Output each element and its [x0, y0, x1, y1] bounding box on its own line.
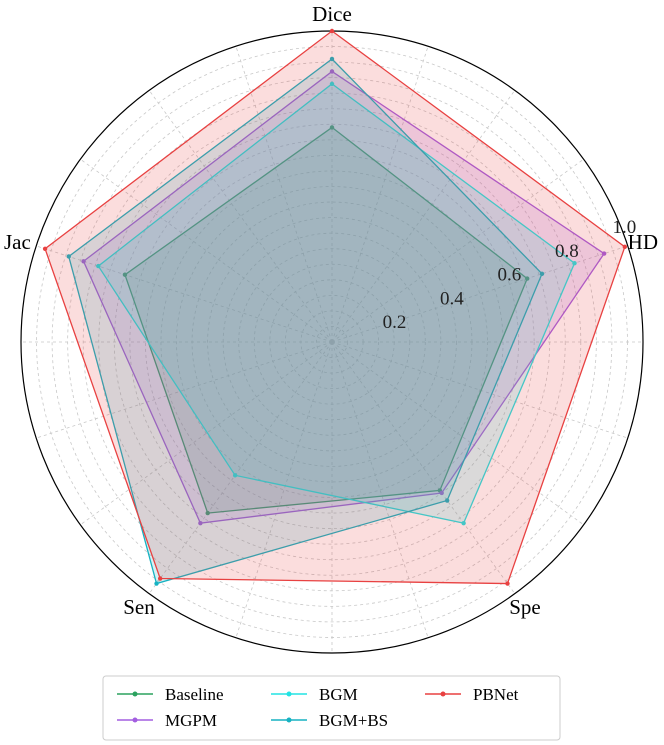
legend-marker-bgm-bs	[286, 717, 292, 723]
data-point-pbnet-spe	[505, 581, 510, 586]
grid-spoke	[235, 341, 333, 638]
grid-spoke	[235, 46, 333, 343]
grid-circle	[253, 263, 411, 421]
grid-circle	[316, 326, 348, 358]
grid-circle	[284, 294, 380, 390]
legend-marker-mgpm	[132, 717, 138, 723]
data-point-baseline-hd	[525, 276, 530, 281]
series-area-pbnet	[45, 31, 625, 584]
data-point-bgm-bs-hd	[539, 271, 545, 276]
grid-circle	[176, 186, 488, 498]
axis-label-hd: HD	[628, 230, 658, 254]
grid-spoke	[148, 90, 333, 343]
axis-label-spe: Spe	[509, 595, 541, 619]
grid-spoke	[331, 158, 584, 343]
grid-circle	[238, 248, 426, 436]
grid-spoke	[331, 341, 584, 526]
legend-label-baseline: Baseline	[165, 685, 224, 704]
grid-layer	[20, 30, 644, 654]
axis-label-dice: Dice	[312, 2, 352, 26]
data-point-mgpm-dice	[329, 69, 335, 74]
grid-spoke	[80, 341, 333, 526]
grid-spoke	[36, 341, 333, 439]
series-line-baseline	[124, 126, 528, 514]
data-point-bgm-dice	[329, 81, 335, 87]
legend-label-mgpm: MGPM	[165, 711, 217, 730]
grid-spoke	[331, 245, 628, 343]
series-area-bgm	[98, 83, 575, 524]
series-line-bgm-bs	[68, 58, 543, 585]
data-point-pbnet-jac	[42, 246, 48, 251]
data-point-bgm-bs-spe	[444, 498, 450, 503]
data-point-bgm-spe	[461, 520, 466, 526]
r-tick-label: 0.6	[498, 265, 522, 286]
series-line-mgpm	[82, 70, 606, 524]
axis-label-sen: Sen	[123, 595, 155, 619]
data-point-pbnet-hd	[622, 244, 628, 250]
r-tick-label: 1.0	[612, 217, 636, 238]
data-point-mgpm-sen	[198, 520, 203, 526]
data-point-baseline-dice	[329, 125, 335, 130]
legend-marker-pbnet	[440, 691, 446, 697]
data-point-mgpm-jac	[81, 259, 86, 264]
r-tick-label: 0.8	[555, 241, 579, 262]
series-line-pbnet	[44, 30, 626, 585]
grid-spoke	[331, 341, 429, 638]
data-point-mgpm-spe	[439, 490, 444, 496]
data-point-mgpm-hd	[601, 251, 607, 256]
data-point-bgm-sen	[232, 473, 238, 478]
data-point-baseline-jac	[122, 272, 128, 277]
data-point-baseline-sen	[205, 510, 210, 516]
legend-box	[102, 675, 561, 741]
data-point-bgm-jac	[96, 263, 101, 269]
data-point-pbnet-sen	[157, 576, 163, 581]
label-layer: Dice HD Spe Sen Jac 0.2 0.4 0.6 0.8 1.0	[4, 2, 658, 619]
grid-circle	[129, 139, 535, 545]
grid-spoke	[331, 46, 429, 343]
grid-spoke	[331, 341, 516, 594]
data-point-bgm-bs-jac	[66, 254, 71, 259]
legend-label-bgm-bs: BGM+BS	[319, 711, 388, 730]
legend: Baseline BGM PBNet MGPM BGM+BS	[102, 675, 561, 741]
data-point-bgm-hd	[572, 260, 577, 266]
grid-spoke	[148, 341, 333, 594]
legend-label-pbnet: PBNet	[473, 685, 519, 704]
series-layer	[42, 28, 628, 586]
series-area-bgm-bs	[68, 58, 542, 584]
r-tick-label: 0.2	[383, 312, 407, 333]
series-area-mgpm	[83, 71, 605, 524]
grid-circle	[51, 61, 613, 623]
axis-label-jac: Jac	[4, 230, 31, 254]
grid-circle	[160, 170, 504, 514]
data-point-bgm-bs-sen	[154, 581, 159, 586]
grid-spoke	[331, 341, 628, 439]
r-tick-label: 0.4	[440, 288, 464, 309]
grid-circle	[98, 108, 566, 576]
legend-marker-bgm	[286, 691, 292, 697]
grid-spoke	[331, 90, 516, 343]
grid-circle	[207, 217, 457, 467]
series-line-bgm	[97, 83, 576, 524]
legend-label-bgm: BGM	[319, 685, 358, 704]
legend-marker-baseline	[132, 691, 138, 697]
data-point-bgm-bs-dice	[329, 56, 335, 62]
data-point-pbnet-dice	[329, 28, 335, 34]
series-area-baseline	[124, 127, 528, 514]
